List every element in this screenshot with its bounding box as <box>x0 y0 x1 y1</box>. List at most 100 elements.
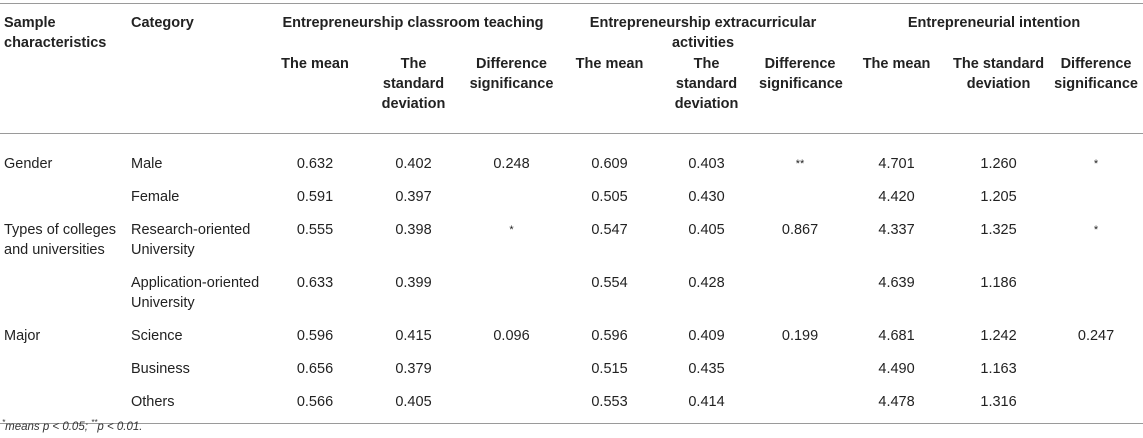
cell-diff: 0.096 <box>493 328 530 344</box>
cell-diff <box>755 346 845 379</box>
cell-sd: 1.163 <box>980 361 1017 377</box>
cell-diff: 0.247 <box>1077 328 1115 344</box>
cell-mean: 0.555 <box>296 222 334 238</box>
cell-mean: 4.420 <box>878 189 915 205</box>
cell-sd: 0.430 <box>688 189 725 205</box>
cell-sd: 0.379 <box>395 361 432 377</box>
cell-diff <box>755 174 845 207</box>
cell-diff: 0.199 <box>781 328 819 344</box>
cell-sd: 1.260 <box>980 156 1017 172</box>
cell-diff <box>1049 174 1143 207</box>
cell-sd: 1.205 <box>980 189 1017 205</box>
header-sd: The standard deviation <box>674 56 739 112</box>
cell-mean: 0.566 <box>296 394 334 410</box>
cell-sd: 0.435 <box>688 361 725 377</box>
cell-diff <box>1049 346 1143 379</box>
header-group-extracurricular: Entrepreneurship extracurricular activit… <box>589 15 817 51</box>
cell-sd: 1.242 <box>980 328 1017 344</box>
cell-category: Research-oriented University <box>131 222 251 258</box>
cell-sd: 1.325 <box>980 222 1017 238</box>
cell-sd: 0.403 <box>688 156 725 172</box>
header-category: Category <box>131 15 194 31</box>
cell-mean: 4.337 <box>878 222 915 238</box>
cell-sd: 0.398 <box>395 222 432 238</box>
cell-diff <box>462 346 561 379</box>
cell-diff: * <box>1093 158 1099 170</box>
header-sd: The standard deviation <box>381 56 446 112</box>
cell-sd: 0.414 <box>688 394 725 410</box>
cell-mean: 0.515 <box>591 361 628 377</box>
header-sd: The standard deviation <box>953 56 1045 92</box>
header-blank <box>0 53 127 134</box>
cell-mean: 0.596 <box>591 328 628 344</box>
cell-diff <box>462 260 561 313</box>
table-row: Application-oriented University 0.633 0.39… <box>0 260 1143 313</box>
cell-category: Business <box>131 361 190 377</box>
header-row-stats: The mean The standard deviation Differen… <box>0 53 1143 134</box>
cell-diff <box>1049 260 1143 313</box>
cell-diff <box>462 379 561 424</box>
cell-sd: 0.402 <box>395 156 432 172</box>
header-mean: The mean <box>575 56 644 72</box>
cell-sd: 0.399 <box>395 275 432 291</box>
cell-mean: 0.633 <box>296 275 334 291</box>
cell-diff: * <box>1093 224 1099 236</box>
cell-mean: 0.554 <box>591 275 628 291</box>
cell-sample: Major <box>4 328 41 344</box>
cell-diff: ** <box>795 158 805 170</box>
footnote-text: means p < 0.05; <box>5 420 92 433</box>
header-sample: Sample characteristics <box>4 15 107 51</box>
cell-mean: 4.639 <box>878 275 915 291</box>
cell-sd: 0.405 <box>688 222 725 238</box>
cell-diff: 0.867 <box>781 222 819 238</box>
cell-diff <box>1049 379 1143 424</box>
footnote-mark: * <box>2 418 6 427</box>
cell-diff <box>462 174 561 207</box>
cell-category: Male <box>131 156 163 172</box>
cell-sample <box>0 260 127 313</box>
cell-sd: 0.415 <box>395 328 432 344</box>
cell-sample <box>0 174 127 207</box>
cell-mean: 0.591 <box>296 189 334 205</box>
cell-mean: 0.553 <box>591 394 628 410</box>
header-diff: Difference significance <box>759 56 843 92</box>
cell-sd: 0.397 <box>395 189 432 205</box>
cell-mean: 0.505 <box>591 189 628 205</box>
table-row: Major Science 0.596 0.415 0.096 0.596 0.409 0.1… <box>0 313 1143 346</box>
table-row: Gender Male 0.632 0.402 0.248 0.609 0.403 ** 4.7… <box>0 134 1143 175</box>
data-table: Sample characteristics Category Entrepre… <box>0 3 1143 424</box>
header-diff: Difference significance <box>1054 56 1138 92</box>
cell-sd: 1.186 <box>980 275 1017 291</box>
table-row: Types of colleges and universities Resear… <box>0 207 1143 260</box>
cell-sd: 1.316 <box>980 394 1017 410</box>
cell-sd: 0.428 <box>688 275 725 291</box>
cell-mean: 0.596 <box>296 328 334 344</box>
header-diff: Difference significance <box>469 56 554 92</box>
footnote-text: p < 0.01. <box>97 420 143 433</box>
cell-sample: Types of colleges and universities <box>4 222 117 258</box>
table-row: Business 0.656 0.379 0.515 0.435 4.490 1.163 <box>0 346 1143 379</box>
cell-diff: 0.248 <box>493 156 530 172</box>
cell-mean: 0.547 <box>591 222 628 238</box>
cell-sample: Gender <box>4 156 53 172</box>
cell-sample <box>0 379 127 424</box>
cell-category: Science <box>131 328 183 344</box>
cell-sd: 0.405 <box>395 394 432 410</box>
table-row: Others 0.566 0.405 0.553 0.414 4.478 1.316 <box>0 379 1143 424</box>
cell-mean: 4.701 <box>878 156 915 172</box>
table-body: Gender Male 0.632 0.402 0.248 0.609 0.403 ** 4.7… <box>0 134 1143 424</box>
footnote: *means p < 0.05; **p < 0.01. <box>2 418 142 433</box>
cell-mean: 4.490 <box>878 361 915 377</box>
cell-mean: 0.609 <box>591 156 628 172</box>
header-mean: The mean <box>281 56 349 72</box>
header-blank <box>127 53 265 134</box>
cell-diff: * <box>509 224 514 236</box>
header-mean: The mean <box>862 56 931 72</box>
cell-sample <box>0 346 127 379</box>
cell-diff <box>755 260 845 313</box>
cell-mean: 0.656 <box>296 361 334 377</box>
header-group-classroom: Entrepreneurship classroom teaching <box>282 15 544 31</box>
header-group-intention: Entrepreneurial intention <box>907 15 1081 31</box>
cell-category: Others <box>131 394 175 410</box>
